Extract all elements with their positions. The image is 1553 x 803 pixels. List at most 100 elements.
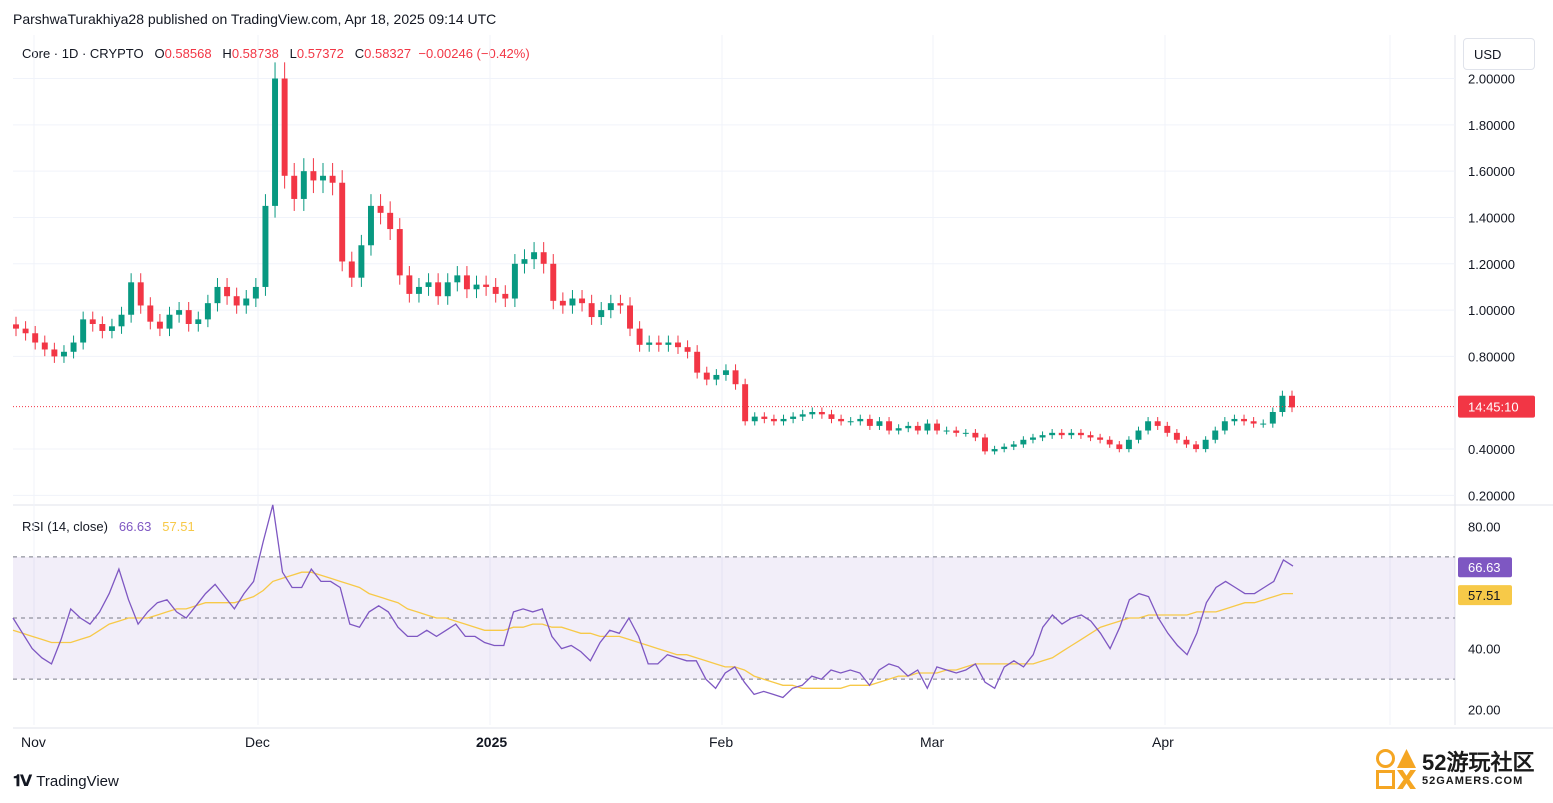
candle-body bbox=[348, 261, 355, 278]
y-tick-label: 0.40000 bbox=[1468, 442, 1515, 457]
tradingview-brand[interactable]: 𝟏𝗩 TradingView bbox=[13, 771, 119, 791]
candle-body bbox=[540, 252, 547, 264]
candle-body bbox=[1068, 432, 1075, 436]
candle-body bbox=[99, 324, 106, 331]
candle-body bbox=[1212, 430, 1219, 440]
candle-body bbox=[502, 293, 509, 299]
candle-body bbox=[291, 175, 298, 199]
candle-body bbox=[924, 423, 931, 431]
candle-body bbox=[483, 284, 490, 287]
candle-body bbox=[588, 303, 595, 318]
symbol-info: Core · 1D · CRYPTO O0.58568 H0.58738 L0.… bbox=[22, 46, 530, 61]
candle-body bbox=[790, 416, 797, 419]
open-label: O bbox=[154, 46, 165, 61]
candle-body bbox=[281, 78, 288, 176]
close-value: 0.58327 bbox=[364, 46, 412, 61]
price-badge-text: 14:45:10 bbox=[1468, 400, 1519, 415]
close-label: C bbox=[354, 46, 365, 61]
x-tick-label: Nov bbox=[21, 734, 46, 750]
y-tick-label: 1.40000 bbox=[1468, 210, 1515, 225]
candle-body bbox=[1010, 444, 1017, 447]
candle-body bbox=[1193, 444, 1200, 450]
candle-body bbox=[185, 310, 192, 324]
y-tick-label: 1.80000 bbox=[1468, 118, 1515, 133]
rsi-label[interactable]: RSI (14, close) bbox=[22, 519, 108, 534]
candle-body bbox=[1077, 432, 1084, 436]
candle-body bbox=[339, 182, 346, 262]
candle-body bbox=[1039, 435, 1046, 438]
candle-body bbox=[1097, 437, 1104, 440]
candle-body bbox=[857, 418, 864, 422]
candle-body bbox=[550, 263, 557, 301]
rsi-line bbox=[12, 504, 1294, 699]
rsi-tick-label: 40.00 bbox=[1468, 642, 1501, 657]
candle-body bbox=[1154, 421, 1161, 426]
candle-body bbox=[118, 314, 125, 327]
candle-body bbox=[579, 298, 586, 304]
candle-body bbox=[1001, 446, 1008, 450]
candle-body bbox=[89, 319, 96, 324]
x-tick-label: Feb bbox=[709, 734, 733, 750]
candle-body bbox=[1058, 432, 1065, 436]
candle-body bbox=[128, 282, 135, 315]
rsi-info: RSI (14, close) 66.63 57.51 bbox=[22, 519, 195, 534]
candle-body bbox=[914, 425, 921, 431]
candle-body bbox=[310, 171, 317, 181]
candle-body bbox=[818, 412, 825, 415]
tradingview-logo-icon: 𝟏𝗩 bbox=[13, 773, 32, 790]
high-value: 0.58738 bbox=[231, 46, 279, 61]
candle-body bbox=[1135, 430, 1142, 440]
candle-body bbox=[454, 275, 461, 283]
candle-body bbox=[204, 303, 211, 320]
rsi-ma-badge bbox=[1458, 585, 1512, 606]
candle-body bbox=[982, 437, 988, 452]
low-label: L bbox=[289, 46, 297, 61]
candle-body bbox=[1183, 439, 1190, 445]
publisher-header: ParshwaTurakhiya28 published on TradingV… bbox=[13, 11, 497, 27]
candle-body bbox=[636, 328, 643, 345]
candle-body bbox=[1289, 395, 1295, 408]
rsi-badge bbox=[1458, 557, 1512, 578]
candle-body bbox=[252, 286, 259, 299]
y-tick-label: 1.60000 bbox=[1468, 164, 1515, 179]
candle-body bbox=[598, 310, 605, 318]
candle-body bbox=[761, 416, 768, 419]
y-tick-label: 1.20000 bbox=[1468, 257, 1515, 272]
candle-body bbox=[1087, 435, 1094, 438]
candle-body bbox=[463, 275, 470, 290]
symbol-name[interactable]: Core · 1D · CRYPTO bbox=[22, 46, 144, 61]
candle-body bbox=[799, 414, 806, 417]
candle-body bbox=[137, 282, 144, 306]
candle-body bbox=[809, 412, 816, 415]
rsi-ma-line bbox=[12, 571, 1293, 689]
candle-body bbox=[617, 303, 624, 306]
candle-body bbox=[80, 319, 87, 343]
candle-body bbox=[51, 349, 58, 357]
candle-body bbox=[1145, 421, 1152, 431]
candle-body bbox=[511, 263, 518, 299]
candle-body bbox=[751, 416, 758, 422]
rsi-ma-badge-text: 57.51 bbox=[1468, 588, 1501, 603]
candle-body bbox=[176, 310, 183, 315]
candle-body bbox=[646, 342, 653, 345]
brand-name: TradingView bbox=[36, 772, 119, 790]
candle-body bbox=[147, 305, 154, 322]
candle-body bbox=[722, 370, 729, 375]
candle-body bbox=[943, 430, 950, 432]
candle-body bbox=[934, 423, 940, 431]
candle-body bbox=[1279, 395, 1286, 412]
candle-body bbox=[780, 418, 787, 422]
watermark-title: 52游玩社区 bbox=[1422, 750, 1535, 775]
watermark-logo-icon bbox=[1376, 749, 1416, 789]
candle-body bbox=[156, 321, 163, 329]
candle-body bbox=[195, 319, 202, 324]
rsi-badge-text: 66.63 bbox=[1468, 560, 1501, 575]
y-tick-label: 0.80000 bbox=[1468, 349, 1515, 364]
candle-body bbox=[387, 212, 394, 230]
currency-button[interactable]: USD bbox=[1463, 38, 1535, 70]
candle-body bbox=[13, 324, 19, 329]
candle-body bbox=[886, 421, 893, 431]
candle-body bbox=[866, 418, 873, 426]
candle-body bbox=[233, 296, 240, 306]
